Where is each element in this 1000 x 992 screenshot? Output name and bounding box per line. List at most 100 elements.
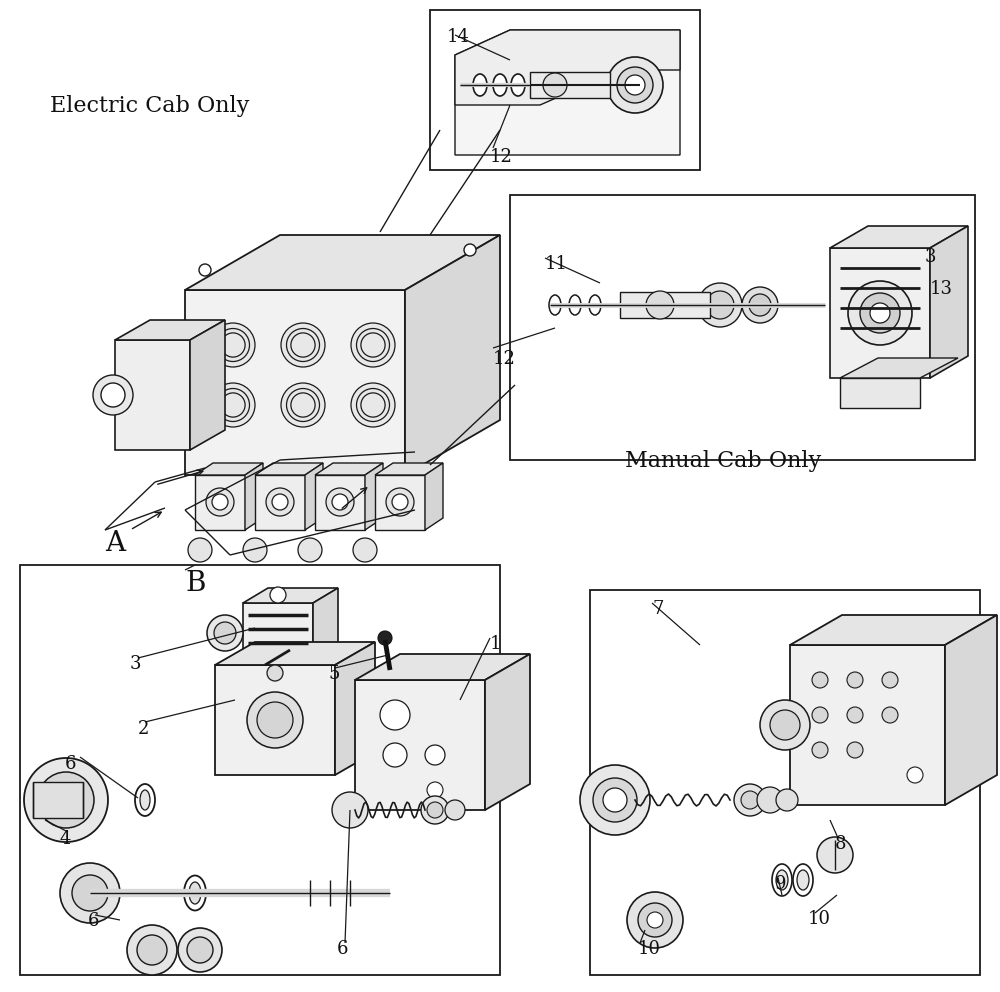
Circle shape [543, 73, 567, 97]
Ellipse shape [189, 882, 201, 904]
Text: B: B [185, 570, 206, 597]
Circle shape [272, 494, 288, 510]
Circle shape [812, 707, 828, 723]
Circle shape [760, 700, 810, 750]
Polygon shape [335, 642, 375, 775]
Polygon shape [255, 475, 305, 530]
Circle shape [72, 875, 108, 911]
Circle shape [380, 700, 410, 730]
Circle shape [464, 244, 476, 256]
Circle shape [706, 291, 734, 319]
Circle shape [847, 707, 863, 723]
Circle shape [206, 488, 234, 516]
Polygon shape [33, 782, 83, 818]
Circle shape [211, 323, 255, 367]
Text: Electric Cab Only: Electric Cab Only [50, 95, 249, 117]
Circle shape [137, 935, 167, 965]
Circle shape [698, 283, 742, 327]
Circle shape [326, 488, 354, 516]
Ellipse shape [184, 876, 206, 911]
Ellipse shape [776, 870, 788, 890]
Text: 11: 11 [545, 255, 568, 273]
Polygon shape [455, 30, 680, 105]
Circle shape [742, 287, 778, 323]
Circle shape [847, 672, 863, 688]
Polygon shape [790, 615, 997, 645]
Circle shape [882, 707, 898, 723]
Text: 1: 1 [490, 635, 502, 653]
Circle shape [647, 912, 663, 928]
Circle shape [383, 743, 407, 767]
Polygon shape [115, 340, 190, 450]
Circle shape [776, 789, 798, 811]
Circle shape [178, 928, 222, 972]
Text: 13: 13 [930, 280, 953, 298]
Circle shape [332, 792, 368, 828]
Circle shape [93, 375, 133, 415]
Circle shape [812, 672, 828, 688]
Bar [510, 195, 975, 460]
Text: 3: 3 [130, 655, 142, 673]
Bar [620, 292, 710, 318]
Circle shape [817, 837, 853, 873]
Text: 6: 6 [88, 912, 100, 930]
Circle shape [770, 710, 800, 740]
Ellipse shape [549, 295, 561, 315]
Circle shape [212, 494, 228, 510]
Ellipse shape [793, 864, 813, 896]
Polygon shape [365, 463, 383, 530]
Ellipse shape [473, 74, 487, 96]
Circle shape [188, 538, 212, 562]
Polygon shape [790, 645, 945, 805]
Circle shape [870, 303, 890, 323]
Ellipse shape [511, 74, 525, 96]
Text: 10: 10 [808, 910, 831, 928]
Circle shape [607, 57, 663, 113]
Text: 3: 3 [925, 248, 936, 266]
Circle shape [378, 631, 392, 645]
Text: 12: 12 [493, 350, 516, 368]
Circle shape [243, 538, 267, 562]
Text: 6: 6 [337, 940, 349, 958]
Circle shape [741, 791, 759, 809]
Text: 9: 9 [775, 875, 786, 893]
Polygon shape [313, 588, 338, 663]
Bar [430, 10, 700, 170]
Circle shape [211, 383, 255, 427]
Circle shape [427, 782, 443, 798]
Circle shape [882, 672, 898, 688]
Circle shape [353, 538, 377, 562]
Text: 4: 4 [60, 830, 71, 848]
Circle shape [214, 622, 236, 644]
Text: 2: 2 [138, 720, 149, 738]
Polygon shape [305, 463, 323, 530]
Polygon shape [245, 463, 263, 530]
Polygon shape [190, 320, 225, 450]
Circle shape [757, 787, 783, 813]
Circle shape [199, 264, 211, 276]
Text: 8: 8 [835, 835, 846, 853]
Ellipse shape [569, 295, 581, 315]
Polygon shape [215, 665, 335, 775]
Circle shape [270, 587, 286, 603]
Circle shape [392, 494, 408, 510]
Ellipse shape [772, 864, 792, 896]
Polygon shape [945, 615, 997, 805]
Circle shape [332, 494, 348, 510]
Polygon shape [930, 226, 968, 378]
Ellipse shape [493, 74, 507, 96]
Circle shape [281, 323, 325, 367]
Circle shape [734, 784, 766, 816]
Circle shape [24, 758, 108, 842]
Polygon shape [405, 235, 500, 475]
Circle shape [860, 293, 900, 333]
Polygon shape [315, 463, 383, 475]
Circle shape [187, 937, 213, 963]
Circle shape [101, 383, 125, 407]
Circle shape [627, 892, 683, 948]
Circle shape [580, 765, 650, 835]
Polygon shape [355, 680, 485, 810]
Polygon shape [840, 358, 958, 378]
Circle shape [421, 796, 449, 824]
Circle shape [445, 800, 465, 820]
